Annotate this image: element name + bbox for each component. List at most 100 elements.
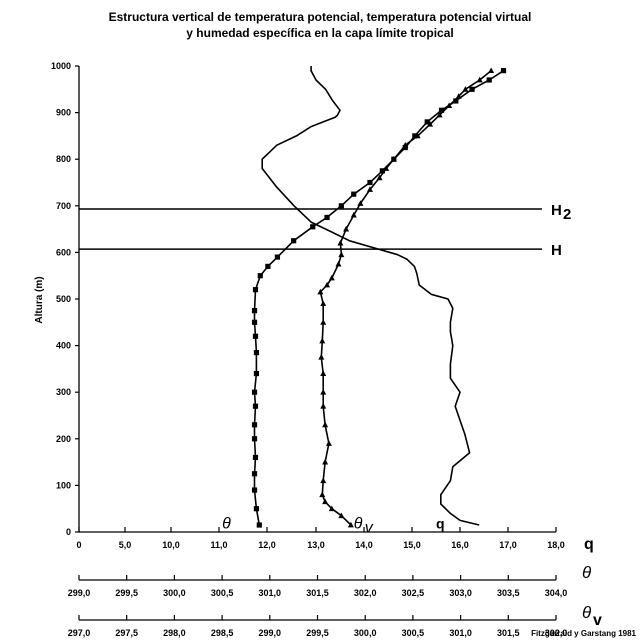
data-point-square	[324, 214, 330, 221]
data-point-triangle	[335, 260, 342, 267]
data-point-square	[310, 224, 316, 230]
data-point-square	[500, 68, 507, 74]
data-point-triangle	[446, 102, 453, 109]
x-tick-label-q: 12,0	[258, 540, 276, 550]
data-point-triangle	[318, 354, 325, 360]
x-tick-label-theta_v: 299,5	[306, 628, 329, 638]
series-label-1: θ	[354, 515, 363, 532]
x-tick-label-q: 5,0	[119, 540, 132, 550]
data-point-triangle	[383, 165, 390, 171]
x-tick-label-q: 0	[76, 540, 81, 550]
data-point-triangle	[455, 93, 462, 99]
x-tick-label-q: 10,0	[162, 540, 180, 550]
data-point-square	[291, 238, 297, 244]
x-tick-label-q: 18,0	[547, 540, 565, 550]
series-label-0: θ	[222, 515, 231, 532]
data-point-triangle	[319, 491, 326, 498]
y-tick-label: 300	[56, 387, 71, 397]
x-tick-label-theta_v: 298,0	[163, 628, 186, 638]
x-tick-label-theta: 300,0	[163, 588, 186, 598]
data-point-triangle	[414, 132, 421, 139]
data-point-square	[252, 333, 259, 339]
data-point-square	[257, 273, 263, 279]
x-tick-label-theta_v: 302,0	[545, 628, 568, 638]
data-point-triangle	[317, 288, 324, 295]
series-line-2	[261, 66, 480, 526]
x-tick-label-theta_v: 301,0	[449, 628, 472, 638]
chart-title: Estructura vertical de temperatura poten…	[0, 9, 640, 41]
data-point-square	[252, 287, 259, 293]
data-point-square	[251, 308, 258, 314]
data-point-triangle	[436, 111, 443, 118]
data-point-triangle	[376, 174, 383, 181]
y-axis-label: Altura (m)	[34, 276, 45, 323]
data-point-triangle	[322, 458, 329, 465]
y-tick-label: 600	[56, 247, 71, 257]
data-point-square	[486, 77, 492, 83]
x-axis-symbol-theta_v: θ	[582, 603, 592, 622]
data-point-square	[253, 370, 260, 377]
data-point-triangle	[402, 142, 409, 148]
x-tick-label-theta: 300,5	[211, 588, 234, 598]
data-point-triangle	[337, 239, 344, 246]
data-point-triangle	[390, 156, 397, 162]
data-point-triangle	[476, 76, 483, 83]
data-point-triangle	[350, 211, 357, 218]
data-point-square	[251, 487, 258, 493]
data-point-triangle	[322, 498, 329, 505]
data-point-square	[351, 191, 357, 197]
data-point-triangle	[320, 477, 327, 484]
x-tick-label-theta_v: 297,5	[115, 628, 138, 638]
data-point-square	[469, 86, 475, 92]
x-tick-label-theta_v: 300,0	[354, 628, 377, 638]
data-point-square	[251, 471, 258, 477]
x-axis-symbol-sub-theta_v: v	[593, 612, 602, 629]
data-point-square	[379, 168, 385, 174]
x-tick-label-q: 11,0	[210, 540, 227, 550]
data-point-triangle	[338, 251, 345, 258]
series-label-2: q	[436, 515, 445, 531]
data-point-square	[438, 107, 445, 113]
data-point-triangle	[319, 337, 326, 344]
x-tick-label-q: 16,0	[451, 540, 469, 550]
data-point-square	[265, 263, 271, 269]
x-tick-label-q: 14,0	[355, 540, 373, 550]
data-point-square	[252, 454, 259, 461]
data-point-triangle	[488, 67, 495, 74]
x-tick-label-theta: 301,5	[306, 588, 329, 598]
data-point-triangle	[320, 300, 327, 307]
data-point-square	[251, 389, 258, 395]
x-tick-label-q: 15,0	[403, 540, 421, 550]
x-tick-label-theta: 303,0	[449, 588, 472, 598]
x-tick-label-theta_v: 297,0	[68, 628, 91, 638]
data-point-triangle	[320, 319, 327, 325]
y-tick-label: 0	[66, 527, 71, 537]
y-tick-label: 500	[56, 294, 71, 304]
y-tick-label: 100	[56, 480, 71, 490]
data-point-square	[253, 349, 260, 356]
x-tick-label-theta: 304,0	[545, 588, 568, 598]
x-tick-label-q: 17,0	[499, 540, 517, 550]
data-point-square	[251, 422, 258, 428]
data-point-triangle	[357, 200, 364, 206]
data-point-triangle	[322, 421, 329, 428]
data-point-square	[367, 179, 373, 186]
level-label-0: H	[551, 202, 562, 219]
data-point-triangle	[328, 274, 335, 281]
x-tick-label-theta: 299,5	[115, 588, 138, 598]
data-point-triangle	[343, 225, 350, 232]
data-point-triangle	[320, 402, 327, 409]
series-line-0	[253, 70, 504, 526]
data-point-triangle	[427, 121, 434, 127]
data-point-triangle	[347, 521, 354, 528]
x-axis-symbol-q: q	[584, 536, 594, 553]
y-tick-label: 700	[56, 201, 71, 211]
data-point-square	[412, 133, 418, 139]
y-tick-label: 900	[56, 108, 71, 118]
x-tick-label-theta_v: 301,5	[497, 628, 520, 638]
y-tick-label: 400	[56, 341, 71, 351]
x-tick-label-theta: 301,0	[259, 588, 282, 598]
data-point-square	[274, 254, 281, 260]
level-label-sub-0: 2	[563, 206, 571, 223]
level-label-1: H	[551, 242, 562, 259]
